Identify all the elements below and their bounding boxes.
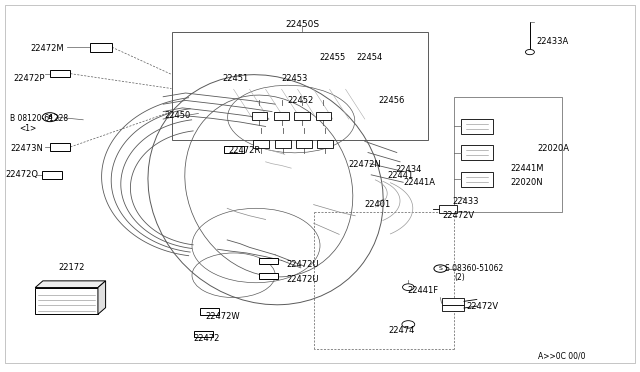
Text: 22441: 22441 [387,171,413,180]
Text: 22472V: 22472V [466,302,498,311]
Bar [194,331,213,337]
Circle shape [525,49,534,55]
Text: (2): (2) [454,273,465,282]
Text: A>>0C 00/0: A>>0C 00/0 [538,352,586,361]
Bar [461,145,493,160]
Polygon shape [35,281,106,288]
Bar [50,70,70,77]
Text: 22452: 22452 [287,96,314,105]
Bar [439,205,457,213]
Text: 22454: 22454 [356,53,383,62]
Circle shape [403,284,414,291]
Bar [316,112,331,120]
Text: B: B [47,115,52,120]
Bar [274,112,289,120]
Bar [200,308,219,315]
Text: 22433: 22433 [452,198,479,206]
Text: 22474: 22474 [388,326,415,335]
Bar [296,140,312,148]
Text: 22472U: 22472U [287,260,319,269]
Bar [454,97,562,212]
Polygon shape [98,281,106,314]
Bar [35,288,98,314]
Text: 22450: 22450 [164,111,191,120]
Text: 22453: 22453 [281,74,308,83]
Text: 22473N: 22473N [11,144,44,153]
Bar [461,172,493,187]
Bar [172,32,428,140]
Text: B 08120-61228: B 08120-61228 [10,114,68,123]
Text: 22472P: 22472P [13,74,45,83]
Text: 22451: 22451 [222,74,249,83]
Bar [42,171,62,179]
Text: S: S [438,266,442,271]
Text: 22472V: 22472V [442,211,474,220]
Bar [294,112,310,120]
Text: 22472R: 22472R [228,146,260,155]
Text: 22020N: 22020N [511,178,543,187]
Text: 22172: 22172 [58,263,85,272]
Bar [50,143,70,151]
Bar [253,140,269,148]
Text: 22401: 22401 [364,200,391,209]
Text: 22433A: 22433A [536,37,568,46]
Bar [259,258,278,264]
Text: 22472U: 22472U [287,275,319,284]
Bar [275,140,291,148]
Bar [317,140,333,148]
Circle shape [434,265,447,272]
Text: S 08360-51062: S 08360-51062 [445,264,503,273]
Bar [442,298,464,305]
Text: 22455: 22455 [319,53,346,62]
Text: 22450S: 22450S [285,20,319,29]
Text: 22472M: 22472M [30,44,64,53]
Text: 22441M: 22441M [511,164,544,173]
Text: 22020A: 22020A [538,144,570,153]
Circle shape [42,113,58,122]
Bar [442,305,464,311]
Text: 22441F: 22441F [407,286,438,295]
Text: 22434: 22434 [396,165,422,174]
Bar [90,43,112,52]
Bar [224,146,244,153]
Bar [252,112,267,120]
Text: 22472N: 22472N [348,160,381,169]
Text: <1>: <1> [19,124,36,133]
Bar [259,273,278,279]
Text: 22456: 22456 [378,96,405,105]
Circle shape [402,321,415,328]
Bar [461,119,493,134]
Text: 22472W: 22472W [205,312,240,321]
Text: 22472: 22472 [193,334,220,343]
Text: 22441A: 22441A [403,178,435,187]
Text: 22472Q: 22472Q [5,170,38,179]
